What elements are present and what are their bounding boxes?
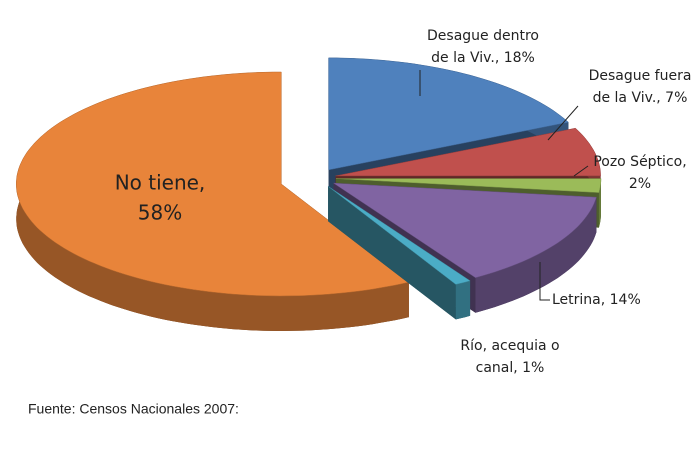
leader-line <box>573 165 589 177</box>
slice-edge <box>328 186 456 320</box>
labels: Desague dentro de la Viv., 18% Desague fue… <box>115 28 692 376</box>
slice-side <box>455 280 471 320</box>
slice <box>327 186 471 320</box>
source-note: Fuente: Censos Nacionales 2007: <box>28 401 239 417</box>
data-label: Pozo Séptico, <box>593 154 686 170</box>
data-label: No tiene, <box>115 171 206 195</box>
data-label: 58% <box>138 201 182 225</box>
leader-line <box>547 105 579 141</box>
slice <box>335 127 601 177</box>
data-label: Letrina, 14% <box>552 292 641 308</box>
data-label: canal, 1% <box>476 360 545 376</box>
data-label: Río, acequia o <box>460 338 559 354</box>
slice <box>332 182 597 278</box>
data-label: Desague fuera <box>589 68 692 84</box>
leader-line <box>539 262 550 301</box>
slice <box>335 178 602 193</box>
slice-side <box>475 197 597 313</box>
data-label: 2% <box>629 176 651 192</box>
slice <box>327 186 471 285</box>
slice <box>16 71 410 297</box>
slice-side <box>16 72 409 331</box>
data-label: Desague dentro <box>427 28 539 44</box>
slice <box>328 57 569 171</box>
data-label: de la Viv., 7% <box>593 90 688 106</box>
data-label: de la Viv., 18% <box>431 50 535 66</box>
pie <box>16 57 602 331</box>
slice <box>16 71 410 331</box>
